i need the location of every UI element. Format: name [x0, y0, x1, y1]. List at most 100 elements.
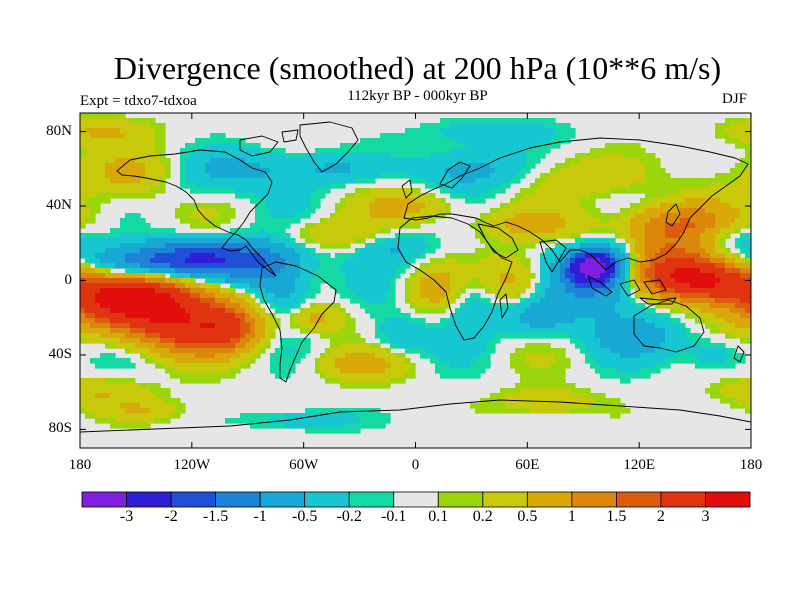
- field-cell: [625, 148, 631, 154]
- field-cell: [195, 313, 201, 319]
- field-cell: [125, 153, 131, 159]
- field-cell: [410, 343, 416, 349]
- field-cell: [350, 268, 356, 274]
- field-cell: [695, 203, 701, 209]
- field-cell: [645, 153, 651, 159]
- field-cell: [155, 253, 161, 259]
- field-cell: [290, 258, 296, 264]
- field-cell: [390, 293, 396, 299]
- field-cell: [195, 238, 201, 244]
- field-cell: [415, 188, 421, 194]
- field-cell: [500, 283, 506, 289]
- field-cell: [615, 303, 621, 309]
- field-cell: [540, 273, 546, 279]
- field-cell: [380, 148, 386, 154]
- field-cell: [635, 248, 641, 254]
- field-cell: [240, 258, 246, 264]
- field-cell: [545, 213, 551, 219]
- field-cell: [105, 273, 111, 279]
- field-cell: [130, 153, 136, 159]
- field-cell: [725, 178, 731, 184]
- field-cell: [85, 238, 91, 244]
- field-cell: [690, 288, 696, 294]
- field-cell: [295, 218, 301, 224]
- field-cell: [670, 208, 676, 214]
- field-cell: [255, 338, 261, 344]
- field-cell: [345, 243, 351, 249]
- field-cell: [700, 273, 706, 279]
- field-cell: [120, 273, 126, 279]
- field-cell: [185, 278, 191, 284]
- field-cell: [415, 203, 421, 209]
- field-cell: [395, 338, 401, 344]
- field-cell: [385, 138, 391, 144]
- field-cell: [115, 143, 121, 149]
- field-cell: [410, 208, 416, 214]
- field-cell: [445, 133, 451, 139]
- field-cell: [505, 278, 511, 284]
- field-cell: [270, 168, 276, 174]
- field-cell: [395, 253, 401, 259]
- field-cell: [300, 233, 306, 239]
- field-cell: [420, 178, 426, 184]
- field-cell: [165, 323, 171, 329]
- field-cell: [735, 313, 741, 319]
- field-cell: [455, 253, 461, 259]
- field-cell: [140, 148, 146, 154]
- field-cell: [610, 218, 616, 224]
- field-cell: [730, 258, 736, 264]
- field-cell: [565, 163, 571, 169]
- field-cell: [495, 118, 501, 124]
- field-cell: [720, 198, 726, 204]
- field-cell: [655, 323, 661, 329]
- field-cell: [405, 163, 411, 169]
- field-cell: [735, 123, 741, 129]
- field-cell: [170, 278, 176, 284]
- field-cell: [715, 258, 721, 264]
- field-cell: [525, 238, 531, 244]
- field-cell: [745, 253, 751, 259]
- field-cell: [260, 198, 266, 204]
- field-cell: [275, 298, 281, 304]
- field-cell: [235, 333, 241, 339]
- field-cell: [160, 233, 166, 239]
- field-cell: [145, 163, 151, 169]
- field-cell: [320, 168, 326, 174]
- field-cell: [105, 283, 111, 289]
- field-cell: [185, 298, 191, 304]
- field-cell: [550, 168, 556, 174]
- field-cell: [300, 278, 306, 284]
- field-cell: [545, 293, 551, 299]
- field-cell: [230, 283, 236, 289]
- field-cell: [275, 253, 281, 259]
- field-cell: [535, 323, 541, 329]
- field-cell: [230, 343, 236, 349]
- field-cell: [560, 173, 566, 179]
- field-cell: [180, 313, 186, 319]
- field-cell: [560, 183, 566, 189]
- field-cell: [100, 173, 106, 179]
- field-cell: [620, 273, 626, 279]
- field-cell: [715, 288, 721, 294]
- field-cell: [370, 158, 376, 164]
- field-cell: [325, 313, 331, 319]
- field-cell: [370, 293, 376, 299]
- field-cell: [580, 318, 586, 324]
- field-cell: [135, 128, 141, 134]
- field-cell: [205, 178, 211, 184]
- field-cell: [505, 228, 511, 234]
- field-cell: [745, 243, 751, 249]
- field-cell: [215, 163, 221, 169]
- field-cell: [720, 258, 726, 264]
- field-cell: [305, 163, 311, 169]
- field-cell: [650, 298, 656, 304]
- field-cell: [680, 298, 686, 304]
- field-cell: [350, 208, 356, 214]
- field-cell: [295, 293, 301, 299]
- field-cell: [90, 253, 96, 259]
- field-cell: [95, 118, 101, 124]
- field-cell: [620, 143, 626, 149]
- field-cell: [115, 258, 121, 264]
- field-cell: [730, 208, 736, 214]
- field-cell: [605, 143, 611, 149]
